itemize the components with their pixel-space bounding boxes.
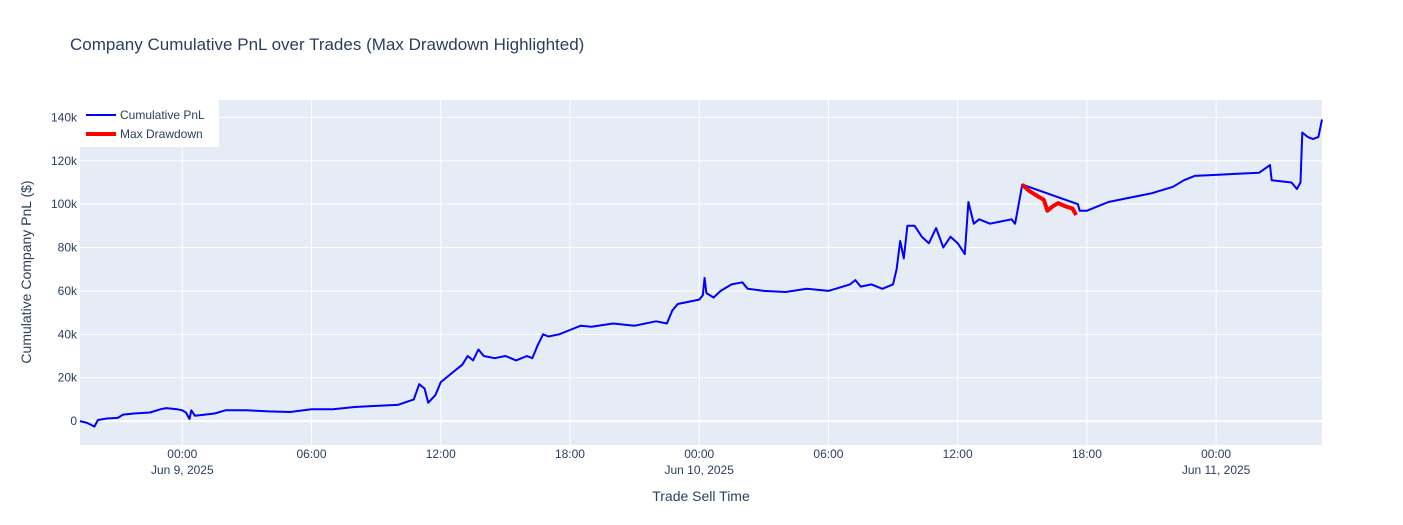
x-tick-date: Jun 10, 2025 [665,463,735,477]
x-tick-date: Jun 9, 2025 [151,463,214,477]
x-tick-label: 00:00 [167,447,197,461]
legend-label: Max Drawdown [120,127,203,141]
x-tick-label: 06:00 [813,447,843,461]
x-tick-label: 00:00 [684,447,714,461]
y-tick-label: 0 [70,414,77,428]
x-axis: 00:00 Jun 9, 2025 06:00 12:00 18:00 00:00 Jun … [151,447,1251,477]
legend-label: Cumulative PnL [120,108,205,122]
plot-area [80,100,1322,445]
x-tick-label: 18:00 [555,447,585,461]
grid [80,100,1322,445]
legend-box [80,100,219,147]
chart-title: Company Cumulative PnL over Trades (Max … [70,35,584,54]
legend: Cumulative PnL Max Drawdown [80,100,219,147]
x-axis-title: Trade Sell Time [652,488,750,504]
y-tick-label: 80k [58,241,78,255]
y-tick-label: 40k [58,327,78,341]
series-layer [79,119,1323,428]
series-line-max-drawdown [1020,183,1078,216]
y-tick-label: 60k [58,284,78,298]
y-tick-label: 20k [58,371,78,385]
x-tick-label: 12:00 [943,447,973,461]
x-tick-date: Jun 11, 2025 [1182,463,1251,477]
series-line-cumulative-pnl [79,119,1323,428]
y-tick-label: 120k [51,154,78,168]
y-axis-title: Cumulative Company PnL ($) [18,180,34,363]
y-axis: 0 20k 40k 60k 80k 100k 120k 140k [51,110,78,428]
x-tick-label: 06:00 [297,447,327,461]
y-tick-label: 140k [51,110,78,124]
x-tick-label: 00:00 [1201,447,1231,461]
y-tick-label: 100k [51,197,78,211]
x-tick-label: 12:00 [426,447,456,461]
x-tick-label: 18:00 [1072,447,1102,461]
